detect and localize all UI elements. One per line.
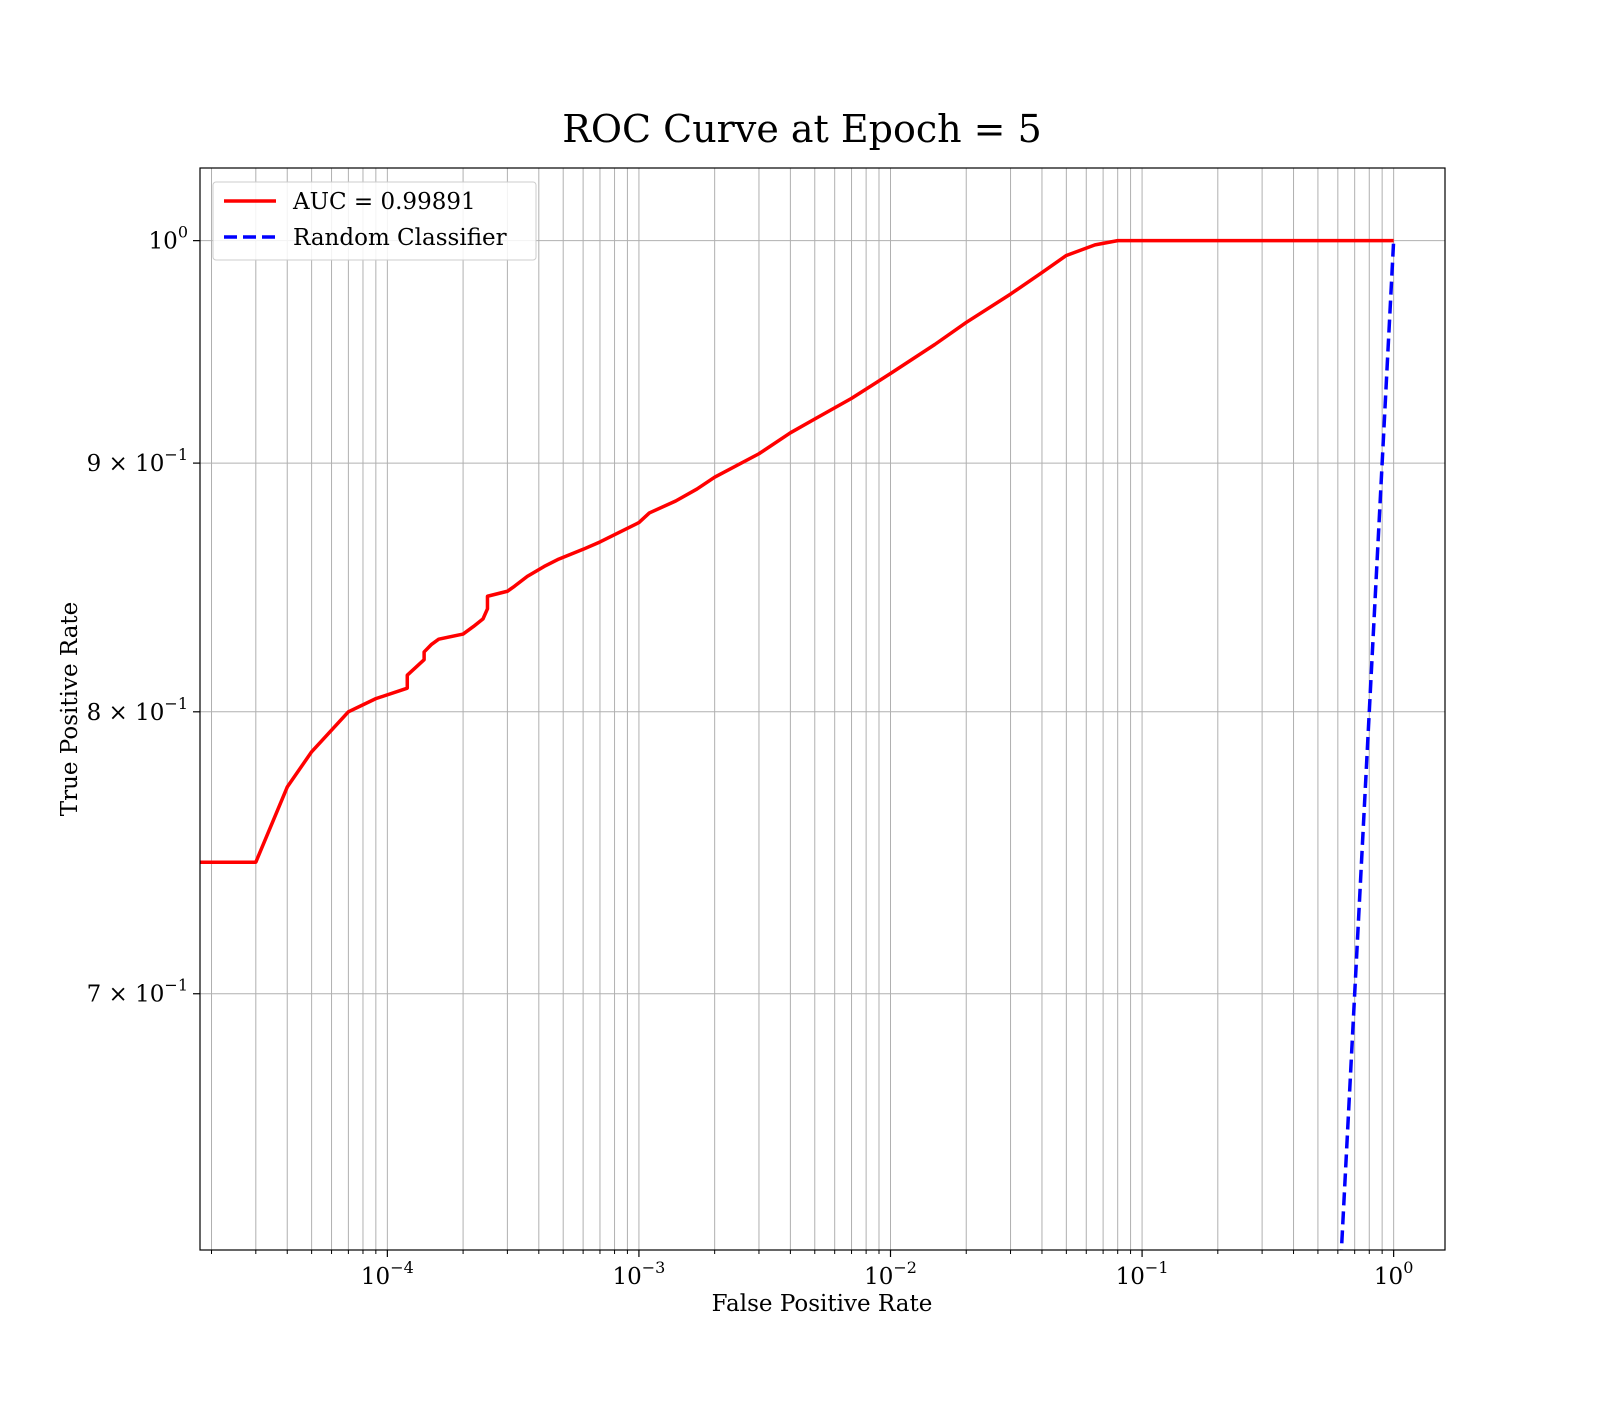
y-tick-label: 7 × 10−1 [87, 976, 188, 1008]
x-tick-label: 10−3 [612, 1258, 665, 1290]
x-axis-ticks: 10−4 10−3 10−2 10−1 100 [211, 1250, 1413, 1290]
y-axis-ticks: 7 × 10−1 8 × 10−1 9 × 10−1 100 [87, 223, 200, 1008]
minor-grid [211, 168, 1383, 1250]
legend-label-random: Random Classifier [293, 225, 507, 251]
y-tick-label: 100 [149, 223, 188, 255]
plot-frame [199, 167, 1446, 1251]
x-tick-label: 10−1 [1116, 1258, 1169, 1290]
legend-label-auc: AUC = 0.99891 [292, 189, 476, 215]
chart-title: ROC Curve at Epoch = 5 [562, 107, 1042, 151]
major-grid [200, 168, 1445, 1250]
x-tick-label: 100 [1374, 1258, 1413, 1290]
y-tick-label: 9 × 10−1 [87, 445, 188, 477]
y-axis-label: True Positive Rate [57, 602, 83, 817]
x-axis-label: False Positive Rate [712, 1291, 933, 1317]
x-tick-label: 10−4 [361, 1258, 414, 1290]
legend: AUC = 0.99891 Random Classifier [212, 181, 537, 261]
y-tick-label: 8 × 10−1 [87, 694, 188, 726]
series-line-random-classifier [1339, 240, 1396, 1250]
x-tick-label: 10−2 [864, 1258, 917, 1290]
legend-box [212, 181, 537, 261]
series-line-auc [200, 238, 1394, 864]
series-layer [200, 238, 1396, 1250]
